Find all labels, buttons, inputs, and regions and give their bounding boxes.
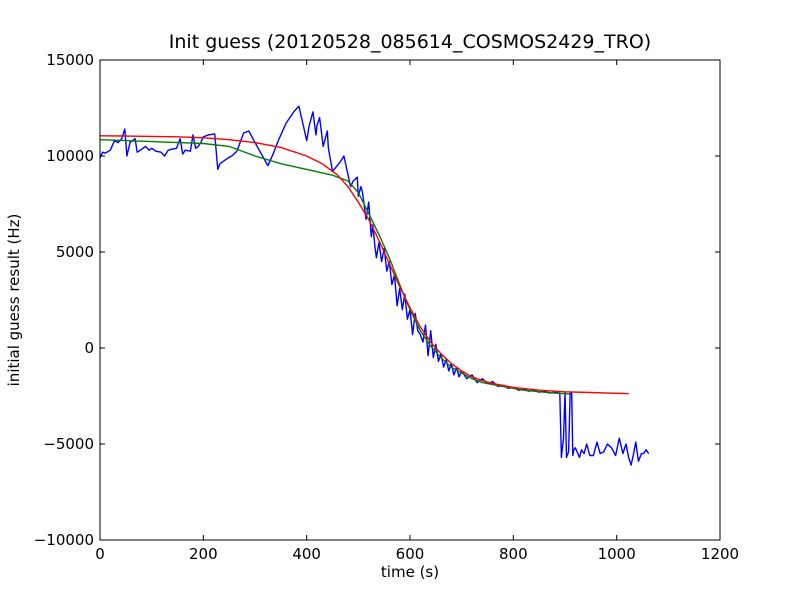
x-tick-label: 400 bbox=[292, 545, 321, 563]
y-axis-label: initial guess result (Hz) bbox=[5, 214, 23, 387]
x-tick-label: 1200 bbox=[701, 545, 739, 563]
x-tick-label: 0 bbox=[95, 545, 105, 563]
x-tick-label: 200 bbox=[189, 545, 218, 563]
series-layer bbox=[99, 105, 650, 466]
y-tick-label: 5000 bbox=[56, 243, 94, 261]
chart-title: Init guess (20120528_085614_COSMOS2429_T… bbox=[169, 31, 651, 53]
y-tick-label: −10000 bbox=[34, 531, 94, 549]
series-line-3 bbox=[99, 135, 629, 395]
y-tick-label: 0 bbox=[84, 339, 94, 357]
x-tick-label: 600 bbox=[396, 545, 425, 563]
y-tick-label: −5000 bbox=[43, 435, 94, 453]
x-axis-label: time (s) bbox=[381, 563, 439, 581]
axis-ticks: 0 200 400 600 800 1000 1200 −10000 −5000 0 5000 100… bbox=[34, 51, 739, 563]
x-tick-label: 800 bbox=[499, 545, 528, 563]
series-line-2 bbox=[99, 139, 571, 395]
y-tick-label: 15000 bbox=[46, 51, 94, 69]
x-tick-label: 1000 bbox=[598, 545, 636, 563]
y-tick-label: 10000 bbox=[46, 147, 94, 165]
